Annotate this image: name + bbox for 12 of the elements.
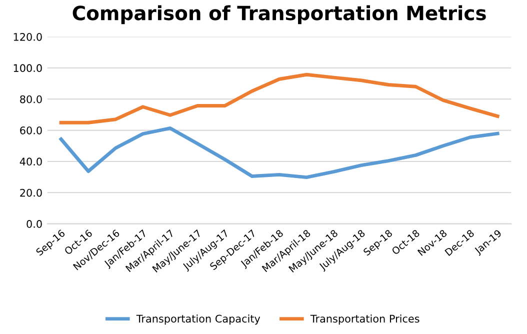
chart-title: Comparison of Transportation Metrics (72, 5, 486, 24)
line-series (59, 126, 500, 180)
legend-label: Transportation Prices (310, 314, 420, 325)
legend-label: Transportation Capacity (136, 314, 260, 325)
y-tick-label: 40.0 (20, 158, 42, 166)
y-tick-label: 120.0 (14, 32, 42, 41)
y-tick-label: 0.0 (26, 220, 42, 228)
y-tick-label: 60.0 (20, 126, 42, 134)
y-tick-label: 100.0 (14, 64, 42, 72)
y-tick-label: 80.0 (20, 95, 42, 104)
line-series (59, 72, 500, 124)
y-tick-label: 20.0 (20, 188, 42, 197)
